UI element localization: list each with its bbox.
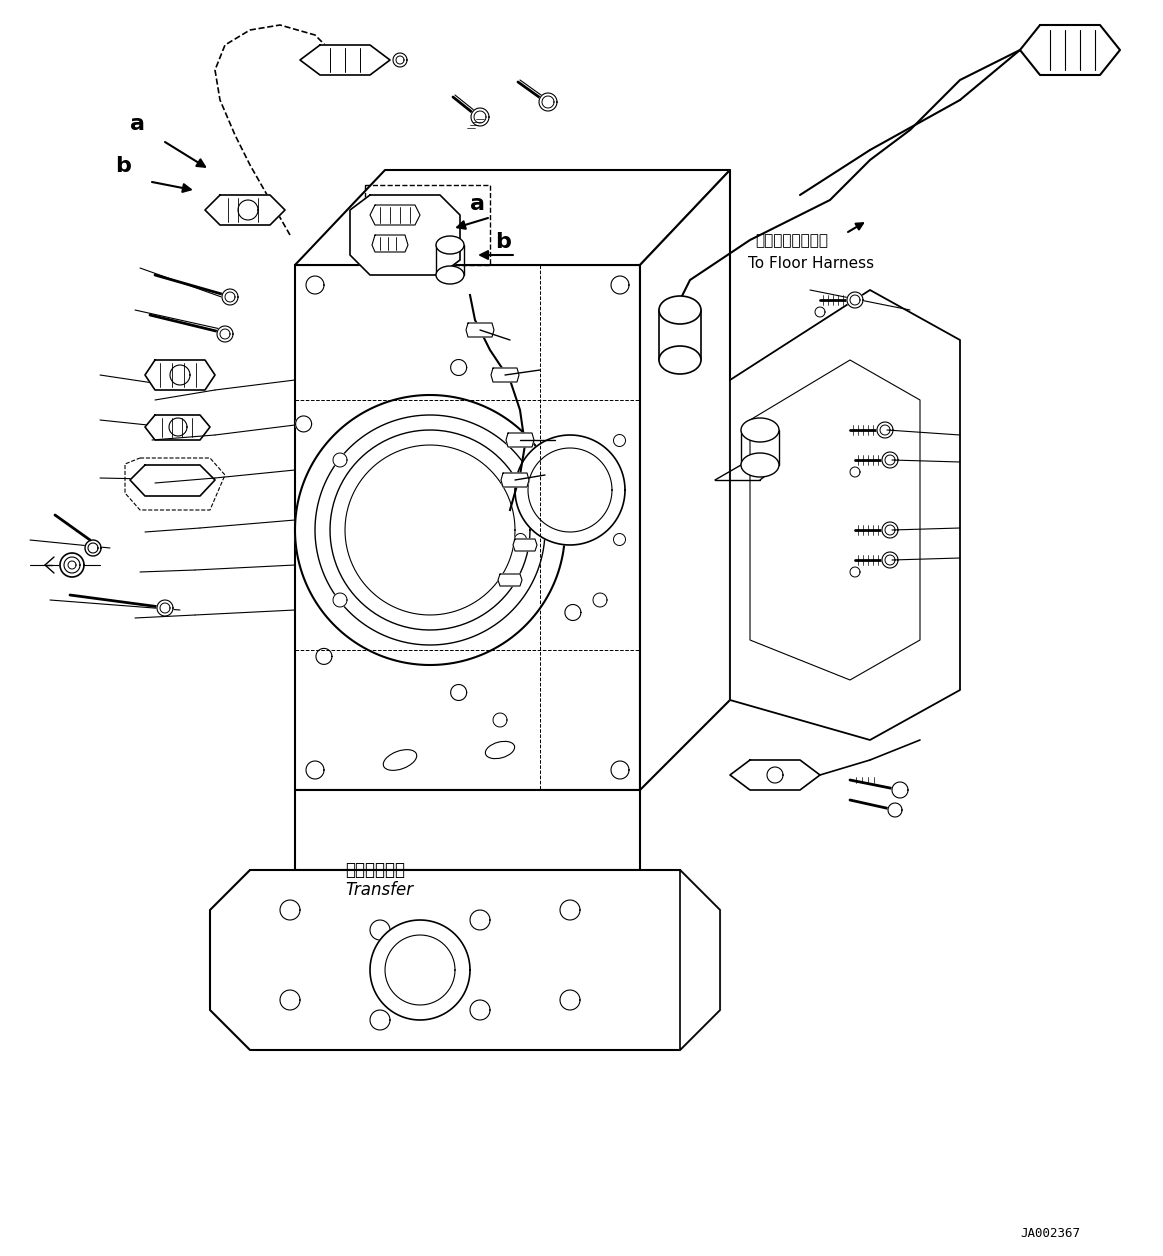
Polygon shape xyxy=(515,435,625,545)
Polygon shape xyxy=(295,394,565,664)
Polygon shape xyxy=(370,1010,390,1030)
Polygon shape xyxy=(877,422,893,438)
Polygon shape xyxy=(370,919,470,1020)
Polygon shape xyxy=(442,237,458,252)
Text: JA002367: JA002367 xyxy=(1020,1227,1080,1240)
Polygon shape xyxy=(217,327,233,342)
Polygon shape xyxy=(611,276,629,294)
Polygon shape xyxy=(493,713,507,727)
Polygon shape xyxy=(640,170,730,790)
Polygon shape xyxy=(561,990,580,1010)
Polygon shape xyxy=(882,551,898,568)
Polygon shape xyxy=(280,990,300,1010)
Polygon shape xyxy=(295,790,640,870)
Polygon shape xyxy=(513,539,537,551)
Text: b: b xyxy=(495,232,511,252)
Ellipse shape xyxy=(436,236,464,254)
Polygon shape xyxy=(450,359,466,376)
Polygon shape xyxy=(514,435,527,446)
Polygon shape xyxy=(892,782,908,798)
Polygon shape xyxy=(565,440,580,456)
Polygon shape xyxy=(295,416,312,432)
Polygon shape xyxy=(882,522,898,538)
Polygon shape xyxy=(306,761,324,779)
Text: a: a xyxy=(130,114,145,134)
Polygon shape xyxy=(145,414,211,440)
Polygon shape xyxy=(498,574,522,587)
Polygon shape xyxy=(370,919,390,939)
Ellipse shape xyxy=(436,266,464,284)
Polygon shape xyxy=(491,368,519,382)
Polygon shape xyxy=(471,108,488,126)
Polygon shape xyxy=(370,205,420,225)
Polygon shape xyxy=(506,433,534,447)
Polygon shape xyxy=(611,761,629,779)
Polygon shape xyxy=(333,593,347,607)
Ellipse shape xyxy=(384,750,416,770)
Text: b: b xyxy=(115,156,131,176)
Polygon shape xyxy=(882,452,898,468)
Polygon shape xyxy=(680,870,720,1050)
Polygon shape xyxy=(450,685,466,701)
Text: Transfer: Transfer xyxy=(345,880,413,899)
Polygon shape xyxy=(889,803,902,816)
Polygon shape xyxy=(565,604,580,620)
Polygon shape xyxy=(614,534,626,545)
Polygon shape xyxy=(306,276,324,294)
Polygon shape xyxy=(668,298,692,322)
Polygon shape xyxy=(501,474,529,487)
Polygon shape xyxy=(350,195,461,275)
Polygon shape xyxy=(211,870,720,1050)
Ellipse shape xyxy=(741,418,779,442)
Ellipse shape xyxy=(741,453,779,477)
Polygon shape xyxy=(470,911,490,929)
Ellipse shape xyxy=(659,345,701,374)
Polygon shape xyxy=(614,435,626,446)
Polygon shape xyxy=(333,453,347,467)
Polygon shape xyxy=(730,760,820,790)
Polygon shape xyxy=(466,323,494,337)
Ellipse shape xyxy=(485,741,515,759)
Polygon shape xyxy=(157,600,173,615)
Polygon shape xyxy=(316,648,331,664)
Text: To Floor Harness: To Floor Harness xyxy=(748,256,875,271)
Polygon shape xyxy=(85,540,101,556)
Polygon shape xyxy=(593,593,607,607)
Polygon shape xyxy=(60,553,84,577)
Polygon shape xyxy=(280,901,300,919)
Text: a: a xyxy=(470,193,485,214)
Polygon shape xyxy=(1020,25,1120,75)
Text: フロアハーネスヘ: フロアハーネスヘ xyxy=(755,234,828,247)
Polygon shape xyxy=(470,1000,490,1020)
Text: トランスファ: トランスファ xyxy=(345,862,405,879)
Polygon shape xyxy=(730,290,959,740)
Ellipse shape xyxy=(659,296,701,324)
Polygon shape xyxy=(538,93,557,111)
Polygon shape xyxy=(847,291,863,308)
Polygon shape xyxy=(295,170,730,265)
Polygon shape xyxy=(514,534,527,545)
Polygon shape xyxy=(750,420,770,440)
Polygon shape xyxy=(300,45,390,75)
Polygon shape xyxy=(372,235,408,252)
Polygon shape xyxy=(145,360,215,391)
Polygon shape xyxy=(130,465,215,496)
Polygon shape xyxy=(222,289,238,305)
Polygon shape xyxy=(238,200,258,220)
Polygon shape xyxy=(205,195,285,225)
Polygon shape xyxy=(561,901,580,919)
Polygon shape xyxy=(295,265,640,790)
